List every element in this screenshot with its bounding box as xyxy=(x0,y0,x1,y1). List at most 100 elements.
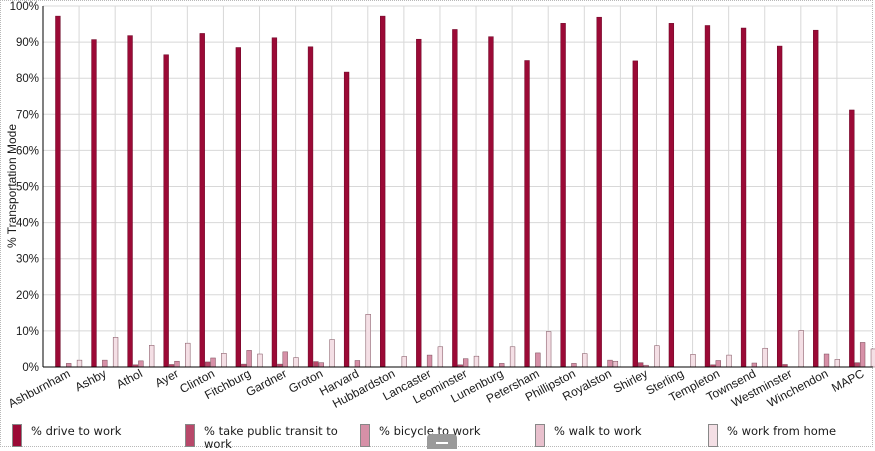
bar-shirley-series-4 xyxy=(654,346,659,367)
legend-swatch-drive xyxy=(12,424,22,447)
bar-clinton-series-2 xyxy=(211,358,216,367)
bar-phillipston-series-2 xyxy=(572,363,577,367)
scroll-handle[interactable] xyxy=(427,434,457,449)
bar-fitchburg-series-4 xyxy=(258,354,263,367)
bar-mapc-series-0 xyxy=(849,110,854,367)
bar-clinton-series-4 xyxy=(221,353,226,367)
bar-chart: 0% 10% 20% 30% 40% 50% 60% 70% 80% 90% 100% % Tran… xyxy=(0,0,875,422)
bar-templeton-series-2 xyxy=(716,361,721,367)
bar-westminster-series-0 xyxy=(777,46,782,367)
bar-petersham-series-2 xyxy=(535,353,540,367)
legend-item-drive: % drive to work xyxy=(12,424,121,447)
legend-item-transit: % take public transit to work xyxy=(185,424,344,451)
y-tick-label: 90% xyxy=(16,37,39,49)
legend-swatch-walk xyxy=(535,424,545,447)
y-axis-label: % Transportation Mode xyxy=(5,124,19,248)
bar-groton-series-0 xyxy=(308,47,313,367)
bar-ashburnham-series-0 xyxy=(56,16,61,367)
bar-shirley-series-0 xyxy=(633,61,638,367)
bar-ashby-series-0 xyxy=(92,40,97,367)
bar-harvard-series-2 xyxy=(355,361,360,367)
bar-templeton-series-0 xyxy=(705,25,710,367)
legend-swatch-transit xyxy=(185,424,195,447)
bar-phillipston-series-4 xyxy=(582,354,587,367)
bar-clinton-series-0 xyxy=(200,33,205,367)
y-tick-label: 80% xyxy=(16,73,39,85)
x-tick-label: Gardner xyxy=(244,366,289,399)
bar-lancaster-series-4 xyxy=(438,347,443,367)
x-tick-label: MAPC xyxy=(829,366,866,395)
y-tick-label: 100% xyxy=(10,1,39,13)
bar-harvard-series-0 xyxy=(344,72,349,367)
y-tick-label: 60% xyxy=(16,145,39,157)
bar-sterling-series-4 xyxy=(691,354,696,367)
bar-townsend-series-0 xyxy=(741,28,746,367)
bar-ayer-series-4 xyxy=(185,343,190,367)
bar-mapc-series-4 xyxy=(871,349,875,367)
bar-lunenburg-series-2 xyxy=(499,363,504,367)
bar-gardner-series-4 xyxy=(294,358,299,367)
bar-westminster-series-4 xyxy=(799,331,804,367)
bar-leominster-series-2 xyxy=(463,359,468,367)
y-tick-label: 20% xyxy=(16,290,39,302)
legend-label-walk: % walk to work xyxy=(554,424,642,438)
bar-mapc-series-2 xyxy=(860,342,865,367)
legend-item-bicycle: % bicycle to work xyxy=(360,424,480,447)
bar-lunenburg-series-4 xyxy=(510,347,515,367)
bar-fitchburg-series-0 xyxy=(236,48,241,367)
y-tick-label: 70% xyxy=(16,109,39,121)
bar-royalston-series-0 xyxy=(597,17,602,367)
bar-lancaster-series-0 xyxy=(416,39,421,367)
y-tick-label: 30% xyxy=(16,254,39,266)
bar-groton-series-2 xyxy=(319,363,324,367)
bar-lancaster-series-2 xyxy=(427,355,432,367)
bar-royalston-series-3 xyxy=(613,361,618,367)
bar-townsend-series-2 xyxy=(752,363,757,367)
legend-label-home: % work from home xyxy=(727,424,836,438)
bar-hubbardston-series-4 xyxy=(402,357,407,367)
bar-groton-series-4 xyxy=(330,340,335,367)
bar-leominster-series-4 xyxy=(474,356,479,367)
bar-petersham-series-4 xyxy=(546,332,551,367)
y-tick-label: 0% xyxy=(22,362,39,374)
bar-lunenburg-series-0 xyxy=(489,37,494,367)
bar-athol-series-0 xyxy=(128,36,133,367)
bar-fitchburg-series-2 xyxy=(247,350,252,367)
legend-item-walk: % walk to work xyxy=(535,424,642,447)
bar-winchendon-series-2 xyxy=(824,354,829,367)
bar-harvard-series-4 xyxy=(366,314,371,367)
bar-templeton-series-4 xyxy=(727,355,732,367)
bar-athol-series-2 xyxy=(138,361,143,367)
x-tick-label: Ashby xyxy=(73,366,109,394)
x-tick-label: Ashburnham xyxy=(6,366,73,410)
bar-sterling-series-0 xyxy=(669,23,674,367)
legend-label-drive: % drive to work xyxy=(31,424,121,438)
bar-ashby-series-4 xyxy=(113,337,118,367)
legend-swatch-home xyxy=(708,424,718,447)
y-tick-label: 40% xyxy=(16,218,39,230)
x-tick-label: Athol xyxy=(114,366,145,391)
bar-ayer-series-2 xyxy=(175,361,180,367)
y-tick-label: 10% xyxy=(16,326,39,338)
x-tick-label: Shirley xyxy=(611,366,650,396)
bar-townsend-series-4 xyxy=(763,348,768,367)
bar-hubbardston-series-0 xyxy=(380,16,385,367)
bar-leominster-series-0 xyxy=(452,29,457,367)
bar-ashby-series-2 xyxy=(102,360,107,367)
x-tick-label: Ayer xyxy=(153,366,181,390)
legend-item-home: % work from home xyxy=(708,424,836,447)
bar-petersham-series-0 xyxy=(525,61,530,367)
bar-gardner-series-2 xyxy=(283,352,288,367)
bars xyxy=(56,16,875,367)
bar-ashburnham-series-4 xyxy=(77,360,82,367)
bar-gardner-series-0 xyxy=(272,38,277,367)
bar-athol-series-4 xyxy=(149,345,154,367)
bar-ashburnham-series-2 xyxy=(66,363,71,367)
bar-ayer-series-0 xyxy=(164,55,169,367)
y-tick-label: 50% xyxy=(16,182,39,194)
legend-label-transit: % take public transit to work xyxy=(204,424,344,451)
legend-swatch-bicycle xyxy=(360,424,370,447)
bar-royalston-series-2 xyxy=(608,360,613,367)
bar-winchendon-series-4 xyxy=(835,359,840,367)
